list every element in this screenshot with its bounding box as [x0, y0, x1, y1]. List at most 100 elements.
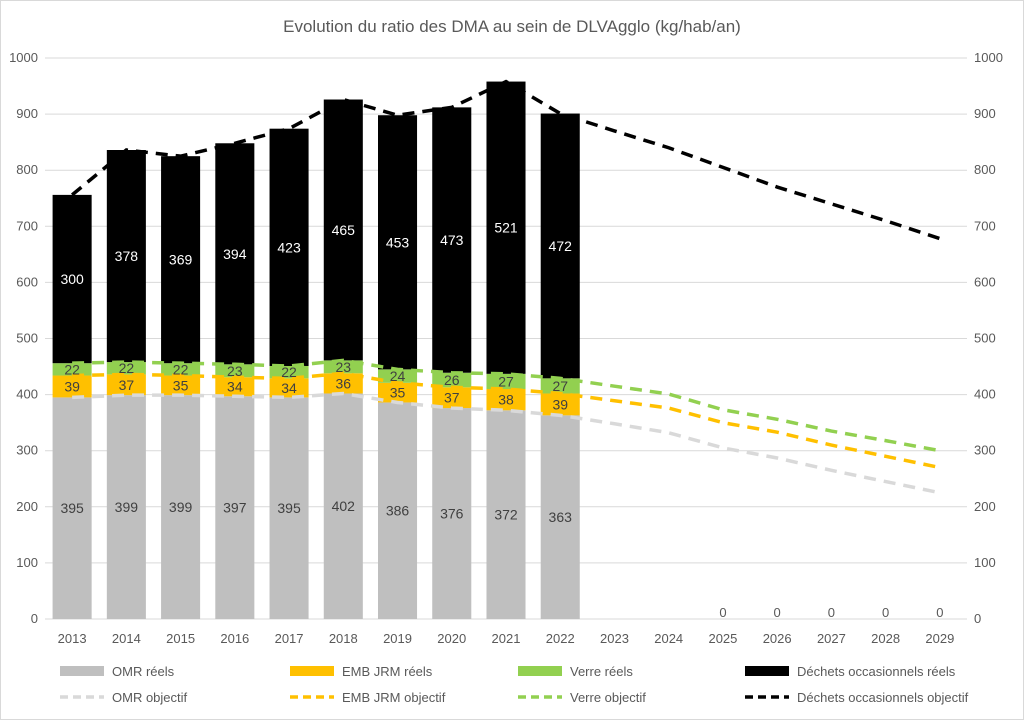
bar — [106, 150, 146, 363]
bar — [486, 410, 526, 619]
bar — [106, 362, 146, 375]
bar — [215, 396, 255, 619]
legend-swatch — [518, 666, 562, 676]
x-tick-label: 2029 — [925, 631, 954, 646]
data-label: 402 — [332, 498, 356, 514]
legend-swatch — [745, 666, 789, 676]
y2-tick-label: 900 — [974, 106, 996, 121]
bar — [432, 387, 472, 409]
legend-label: EMB JRM objectif — [342, 690, 446, 705]
bar — [323, 373, 363, 394]
y-tick-label: 200 — [16, 499, 38, 514]
x-tick-label: 2018 — [329, 631, 358, 646]
data-label: 27 — [552, 378, 568, 394]
data-label: 369 — [169, 252, 193, 268]
data-label: 22 — [64, 361, 80, 377]
legend-swatch — [290, 666, 334, 676]
data-label: 395 — [277, 500, 301, 516]
y-tick-label: 300 — [16, 443, 38, 458]
bar — [540, 415, 580, 619]
x-tick-label: 2013 — [58, 631, 87, 646]
y2-tick-label: 700 — [974, 218, 996, 233]
x-tick-label: 2028 — [871, 631, 900, 646]
bar — [269, 128, 309, 366]
bar — [52, 363, 92, 376]
data-label: 399 — [169, 499, 193, 515]
line-series — [71, 79, 941, 495]
y-tick-label: 500 — [16, 331, 38, 346]
y2-tick-label: 0 — [974, 611, 981, 626]
legend-label: OMR objectif — [112, 690, 188, 705]
x-tick-label: 2019 — [383, 631, 412, 646]
data-label: 26 — [444, 372, 460, 388]
y2-tick-label: 300 — [974, 443, 996, 458]
x-tick-label: 2022 — [546, 631, 575, 646]
zero-label: 0 — [774, 605, 781, 620]
chart-title: Evolution du ratio des DMA au sein de DL… — [283, 17, 741, 36]
legend-swatch — [60, 666, 104, 676]
bar — [540, 393, 580, 416]
data-label: 36 — [336, 375, 352, 391]
data-label: 372 — [494, 507, 518, 523]
legend-label: Déchets occasionnels objectif — [797, 690, 969, 705]
bar — [486, 81, 526, 374]
data-label: 24 — [390, 368, 406, 384]
y-tick-label: 1000 — [9, 50, 38, 65]
bar — [215, 364, 255, 378]
y-tick-label: 700 — [16, 218, 38, 233]
data-label: 22 — [173, 361, 189, 377]
data-label: 300 — [60, 271, 84, 287]
bar — [52, 397, 92, 619]
x-tick-label: 2023 — [600, 631, 629, 646]
data-label: 39 — [552, 396, 568, 412]
bar — [215, 143, 255, 365]
y2-tick-label: 200 — [974, 499, 996, 514]
y2-tick-label: 100 — [974, 555, 996, 570]
bar — [432, 372, 472, 388]
bar — [378, 402, 418, 619]
series-line — [72, 391, 941, 495]
x-tick-label: 2017 — [275, 631, 304, 646]
data-label: 363 — [549, 509, 573, 525]
y2-tick-label: 800 — [974, 162, 996, 177]
y2-tick-label: 600 — [974, 274, 996, 289]
data-label: 23 — [336, 359, 352, 375]
bar — [269, 397, 309, 619]
data-label: 397 — [223, 500, 247, 516]
bar — [52, 375, 92, 398]
legend-label: Verre réels — [570, 664, 633, 679]
legend-label: Déchets occasionnels réels — [797, 664, 956, 679]
x-tick-label: 2024 — [654, 631, 683, 646]
data-label: 378 — [115, 248, 139, 264]
bar — [269, 378, 309, 398]
bar — [378, 115, 418, 370]
data-label: 23 — [227, 363, 243, 379]
legend-label: Verre objectif — [570, 690, 646, 705]
bar — [269, 365, 309, 379]
data-label: 27 — [498, 373, 514, 389]
y-tick-label: 100 — [16, 555, 38, 570]
bar — [161, 156, 201, 364]
data-label: 395 — [60, 500, 84, 516]
x-tick-label: 2027 — [817, 631, 846, 646]
series-line — [72, 358, 941, 453]
x-tick-label: 2016 — [220, 631, 249, 646]
series-line — [72, 371, 941, 470]
bar — [106, 395, 146, 619]
y-tick-label: 900 — [16, 106, 38, 121]
data-label: 423 — [277, 239, 301, 255]
zero-label: 0 — [719, 605, 726, 620]
data-label: 39 — [64, 378, 80, 394]
data-label: 472 — [549, 238, 573, 254]
bar — [432, 107, 472, 373]
bar — [486, 373, 526, 389]
bar — [52, 194, 92, 364]
data-label: 22 — [281, 364, 297, 380]
data-label: 34 — [227, 379, 243, 395]
data-label: 386 — [386, 503, 410, 519]
bar — [161, 363, 201, 376]
y-tick-label: 0 — [31, 611, 38, 626]
bar — [323, 393, 363, 619]
zero-label: 0 — [882, 605, 889, 620]
